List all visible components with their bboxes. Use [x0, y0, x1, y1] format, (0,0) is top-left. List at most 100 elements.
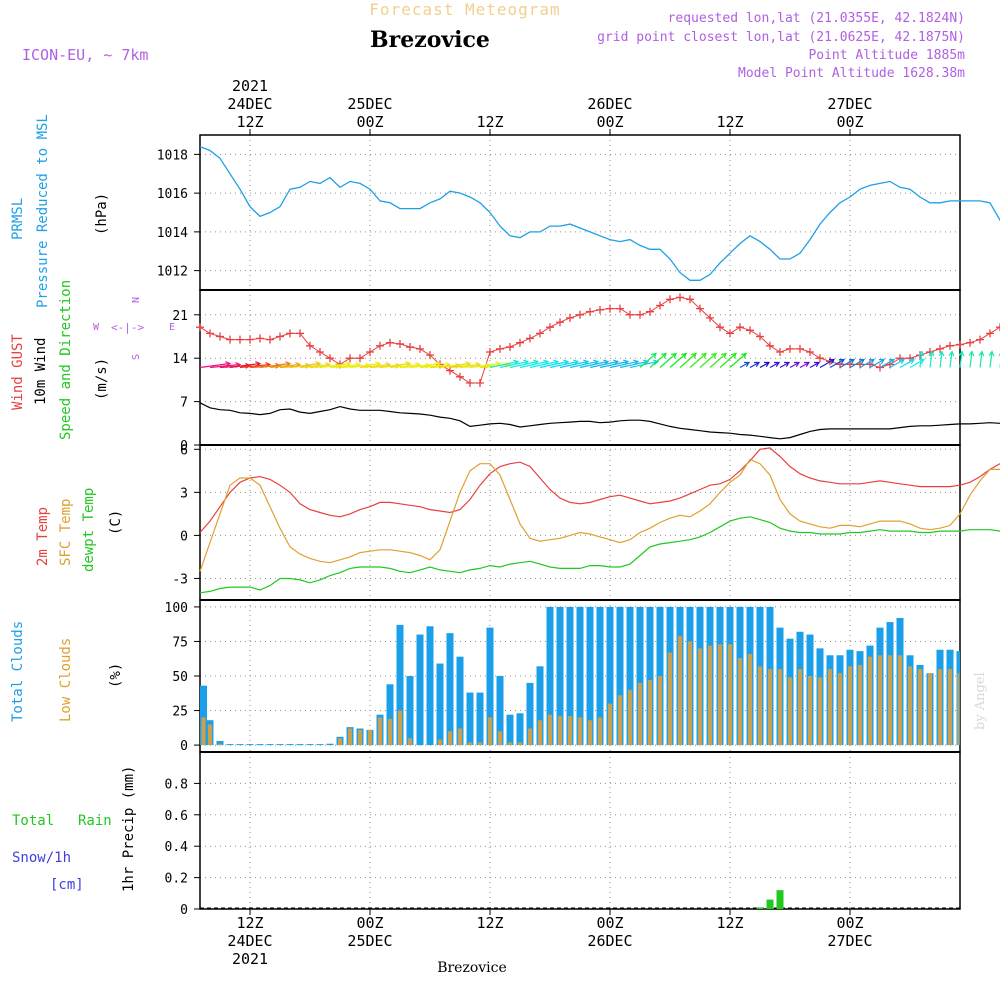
gust-point [246, 335, 254, 344]
wind-direction-arrow [839, 358, 856, 369]
clouds-unit: (%) [108, 663, 124, 688]
bar-low-clouds [777, 669, 783, 746]
gust-point [466, 379, 474, 387]
bar-total-clouds [276, 744, 284, 746]
x-tick-label-bottom: 00Z [356, 914, 383, 932]
wind-direction-arrow [659, 352, 677, 368]
x-tick-label-top: 12Z [476, 113, 503, 131]
y-tick-label: 3 [180, 486, 188, 501]
gust-point [396, 339, 404, 348]
gust-point [686, 295, 694, 304]
gust-point [976, 335, 984, 344]
credit-watermark: by Angel [973, 672, 988, 730]
x-tick-label-bottom: 12Z [476, 914, 503, 932]
grid-point-coords: grid point closest lon,lat (21.0625E, 42… [597, 30, 965, 45]
wind-direction-arrow [669, 352, 687, 368]
wind-direction-arrow [759, 361, 771, 369]
pressure-unit: (hPa) [94, 193, 110, 235]
x-tick-label-top: 25DEC [347, 95, 392, 113]
bar-total-clouds [576, 606, 584, 746]
gust-point [716, 323, 724, 332]
wind-direction-arrow [739, 361, 751, 369]
model-label: ICON-EU, ~ 7km [22, 46, 148, 64]
gust-point [236, 335, 244, 344]
gust-point [806, 348, 814, 356]
bar-low-clouds [467, 742, 473, 746]
y-tick-label: 1012 [157, 265, 188, 280]
gust-point [406, 343, 414, 352]
wind-direction-arrow [649, 352, 667, 368]
gust-point [386, 338, 394, 347]
y-tick-label: 6 [180, 443, 188, 458]
gust-label: Wind GUST [10, 334, 26, 410]
bar-low-clouds [927, 673, 933, 746]
bar-total-clouds [386, 684, 394, 746]
wind-direction-arrow [699, 352, 717, 368]
y-tick-label: 1014 [157, 226, 188, 241]
wind-direction-arrow [899, 358, 916, 369]
bar-low-clouds [947, 669, 953, 746]
wind-direction-arrow [799, 361, 811, 369]
wind-direction-arrow [879, 358, 896, 369]
bar-low-clouds [867, 656, 873, 746]
wind-direction-arrow [829, 358, 846, 369]
bar-total-clouds [556, 606, 564, 746]
gust-point [616, 304, 624, 313]
gust-point [666, 295, 674, 304]
gust-point [196, 323, 204, 332]
gust-point [226, 335, 234, 344]
bar-low-clouds [597, 717, 603, 746]
bar-low-clouds [897, 655, 903, 746]
x-tick-label-top: 26DEC [587, 95, 632, 113]
bar-precip [776, 890, 784, 909]
gust-point [286, 329, 294, 338]
bar-low-clouds [937, 669, 943, 746]
bar-total-clouds [476, 692, 484, 746]
wind-direction-arrow [928, 350, 935, 368]
gust-point [956, 340, 964, 349]
compass-east: E [169, 322, 175, 333]
bar-total-clouds [626, 606, 634, 746]
y-tick-label: 0.6 [165, 809, 188, 824]
y-tick-label: 0 [180, 739, 188, 754]
gust-point [496, 344, 504, 353]
gust-point [906, 354, 914, 363]
bar-low-clouds [377, 717, 383, 746]
x-tick-label-top: 00Z [836, 113, 863, 131]
bar-low-clouds [577, 717, 583, 746]
bar-low-clouds [337, 738, 343, 746]
prmsl-label: PRMSL [10, 198, 26, 240]
bar-low-clouds [717, 644, 723, 746]
gust-point [656, 301, 664, 310]
gust-point [206, 329, 214, 338]
bar-total-clouds [636, 606, 644, 746]
wind-direction-arrow [978, 350, 985, 368]
y-tick-label: 0 [180, 439, 188, 454]
gust-point [996, 323, 1000, 332]
bar-low-clouds [747, 653, 753, 746]
gust-point [526, 334, 534, 343]
speed-dir-label: Speed and Direction [58, 280, 74, 440]
bar-total-clouds [496, 676, 504, 746]
bar-low-clouds [487, 717, 493, 746]
gust-point [376, 341, 384, 350]
bar-total-clouds [436, 663, 444, 746]
gust-point [556, 318, 564, 327]
gust-point [706, 313, 714, 322]
gust-point [646, 307, 654, 316]
bar-total-clouds [566, 606, 574, 746]
gust-point [426, 351, 434, 360]
bar-low-clouds [207, 724, 213, 746]
gust-point [586, 307, 594, 316]
gust-point [516, 338, 524, 347]
wind-direction-arrow [849, 358, 866, 369]
bar-low-clouds [347, 728, 353, 746]
bar-total-clouds [546, 606, 554, 746]
bar-total-clouds [316, 744, 324, 746]
bar-low-clouds [877, 655, 883, 746]
bar-low-clouds [907, 666, 913, 746]
bar-total-clouds [286, 744, 294, 746]
y-tick-label: 7 [180, 396, 188, 411]
gust-point [636, 310, 644, 319]
